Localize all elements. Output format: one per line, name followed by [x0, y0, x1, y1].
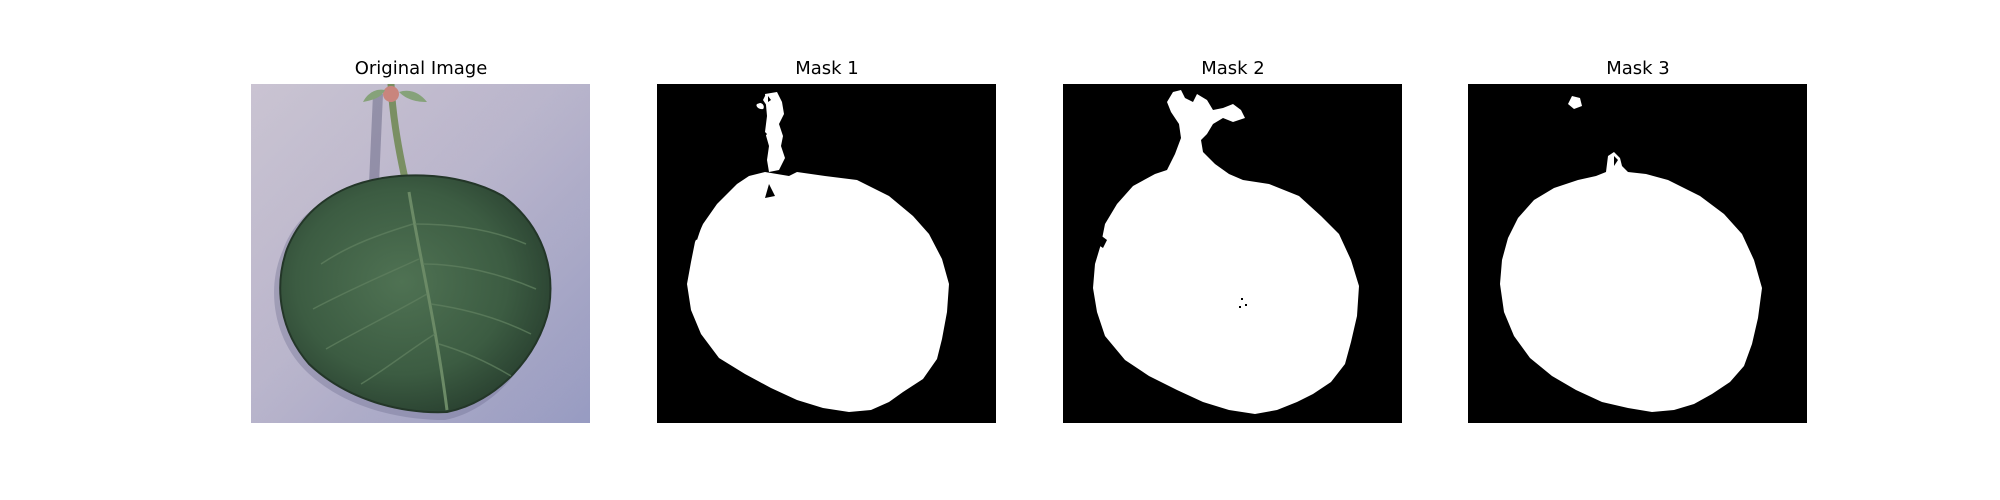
panel-title: Original Image [354, 58, 488, 79]
panel-mask-2: Mask 2 [1063, 0, 1403, 500]
mask-3-image [1468, 84, 1807, 423]
panel-title: Mask 1 [795, 58, 859, 79]
panel-mask-3: Mask 3 [1468, 0, 1808, 500]
panel-mask-1: Mask 1 [657, 0, 997, 500]
panel-original-image: Original Image [251, 0, 591, 500]
original-leaf-photo [251, 84, 590, 423]
panel-title: Mask 2 [1201, 58, 1265, 79]
panel-title: Mask 3 [1606, 58, 1670, 79]
mask-2-image [1063, 84, 1402, 423]
mask-1-image [657, 84, 996, 423]
